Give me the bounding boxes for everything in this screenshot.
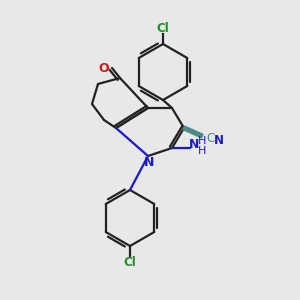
Text: N: N xyxy=(214,134,224,148)
Text: N: N xyxy=(144,155,154,169)
Text: H: H xyxy=(198,146,206,156)
Text: Cl: Cl xyxy=(157,22,169,34)
Text: H: H xyxy=(198,136,206,146)
Text: O: O xyxy=(99,62,109,76)
Text: C: C xyxy=(206,131,214,145)
Text: Cl: Cl xyxy=(124,256,136,269)
Text: N: N xyxy=(189,139,199,152)
